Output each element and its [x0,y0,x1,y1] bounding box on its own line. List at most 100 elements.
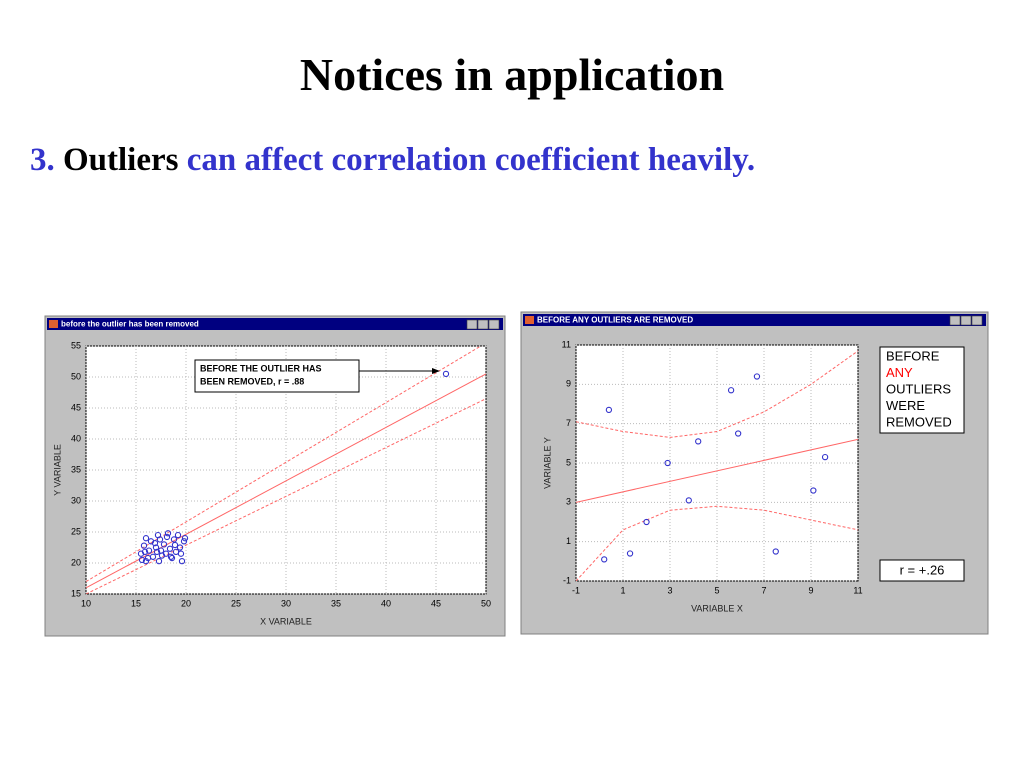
x-tick-label: 35 [331,598,341,608]
point [138,556,146,564]
window-button [971,315,983,326]
point [664,459,671,467]
x-tick-label: 15 [131,598,141,608]
point [821,453,829,461]
x-tick-label: 45 [431,598,441,608]
x-tick-label: 50 [481,598,491,608]
point [149,553,157,560]
subtitle-text: can affect correlation coefficient heavi… [186,142,756,178]
arrow-head [432,368,440,374]
point [163,533,171,541]
confidence-band [576,505,858,581]
legend-text: BEFORE [886,348,940,363]
legend-text: OUTLIERS [886,381,951,396]
point [810,487,817,494]
y-tick-label: 3 [566,497,571,507]
slide-title: Notices in application [299,49,725,100]
point [164,530,172,537]
window-button [960,315,972,326]
subtitle-keyword: Outliers [63,142,179,178]
window-icon [49,320,58,328]
y-tick-label: 20 [71,557,81,567]
annotation: BEEN REMOVED, r = .88 [200,376,304,386]
y-tick-label: -1 [563,575,571,585]
y-tick-label: 45 [71,402,81,412]
point [695,438,702,445]
y-tick-label: 35 [71,464,81,474]
x-tick-label: 7 [761,585,766,595]
point [166,545,174,552]
x-tick-label: -1 [572,585,580,595]
annotation-box [194,359,360,393]
point [727,387,735,394]
fit-line [576,438,858,503]
y-tick-label: 30 [71,495,81,505]
point [145,547,153,554]
y-tick-label: 11 [562,339,571,349]
y-tick-label: 55 [71,340,81,350]
x-tick-label: 11 [853,585,862,595]
point [643,518,650,526]
point [142,535,150,542]
y-tick-label: 7 [566,418,571,428]
slide-subtitle: 3. Outliers can affect correlation coeff… [30,142,755,179]
x-axis-label: X VARIABLE [260,616,312,626]
y-tick-label: 9 [566,379,571,389]
point [156,536,164,543]
point [177,550,185,557]
window-title: BEFORE ANY OUTLIERS ARE REMOVED [537,316,693,325]
window-button [466,319,478,330]
y-tick-label: 25 [71,526,81,536]
x-tick-label: 5 [714,585,719,595]
fit-line [86,373,486,589]
window-button [488,319,500,330]
point [772,548,779,555]
y-tick-label: 15 [71,588,81,598]
point [174,531,182,539]
subtitle-number: 3. [30,142,55,178]
legend-box [879,346,965,434]
point [753,373,761,380]
point [171,541,179,549]
x-tick-label: 25 [231,598,241,608]
point [158,552,166,559]
point [160,541,168,548]
point [685,497,692,504]
point [181,535,189,542]
x-tick-label: 9 [808,585,813,595]
point [140,542,148,549]
title-bar [47,318,503,330]
r-box [879,559,965,582]
x-tick-label: 20 [181,598,191,608]
y-tick-label: 1 [566,536,571,546]
window-button [477,319,489,330]
point [152,544,160,551]
y-axis-label: Y VARIABLE [52,444,62,496]
point [180,538,188,545]
point [168,554,176,562]
point [141,548,149,555]
window-title: before the outlier has been removed [61,320,199,329]
point [167,553,175,560]
point [153,548,161,555]
legend-text: REMOVED [886,414,952,429]
y-axis-label: VARIABLE Y [542,437,552,489]
y-tick-label: 50 [71,371,81,381]
window-button [949,315,961,326]
point [626,550,634,557]
point [735,430,742,437]
r-label: r = +.26 [900,562,945,577]
x-tick-label: 1 [620,585,625,595]
x-axis-label: VARIABLE X [691,603,743,613]
title-bar [523,314,986,326]
x-tick-label: 10 [81,598,91,608]
point [605,406,613,414]
point [176,544,184,551]
annotation: BEFORE THE OUTLIER HAS [200,363,322,373]
point [178,557,186,565]
x-tick-label: 3 [667,585,672,595]
point [442,370,450,378]
y-tick-label: 5 [566,457,571,467]
